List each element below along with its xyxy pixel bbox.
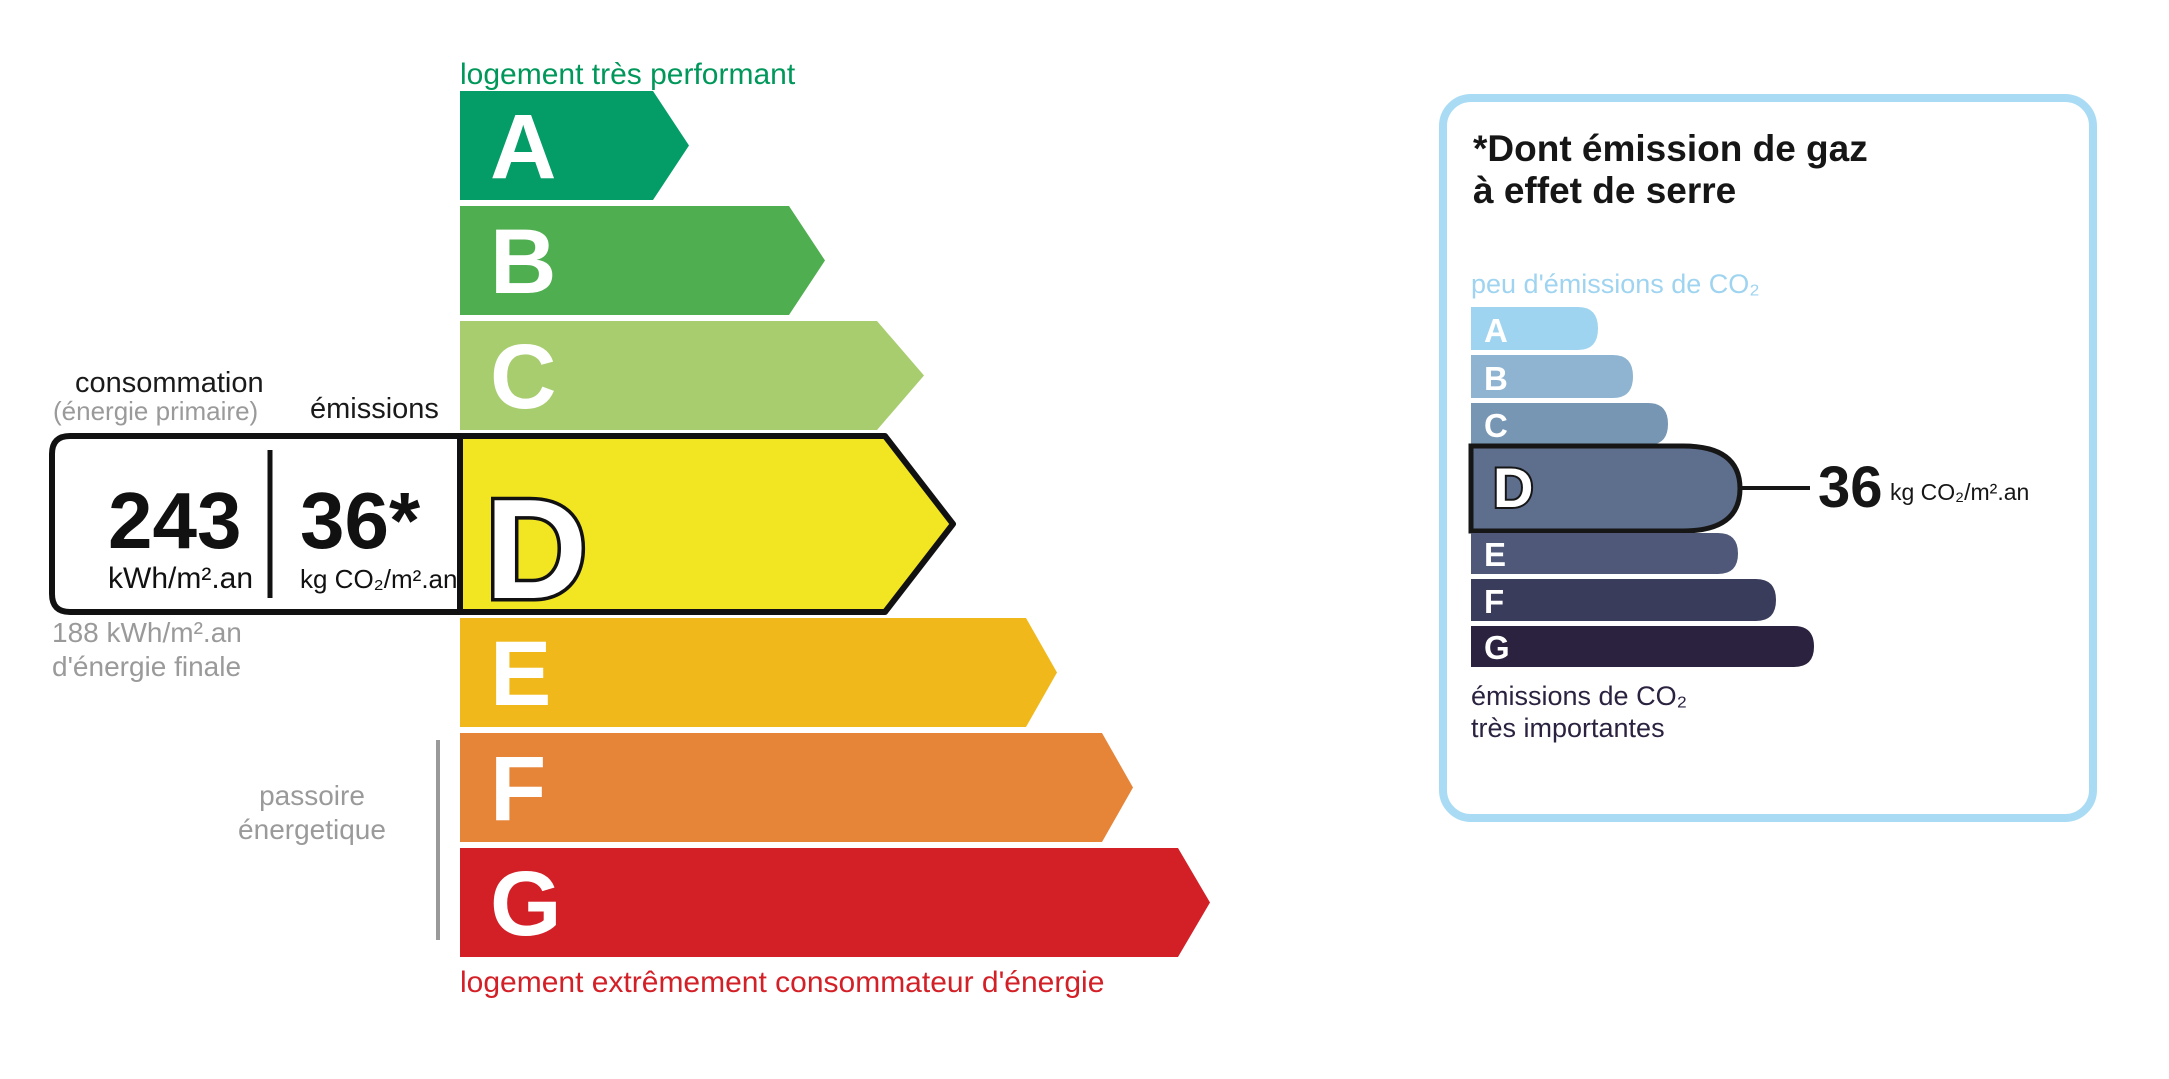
svg-text:F: F: [1484, 583, 1504, 620]
svg-text:188 kWh/m².an: 188 kWh/m².an: [52, 617, 242, 648]
svg-text:36: 36: [1818, 455, 1883, 520]
svg-text:*Dont émission de gaz: *Dont émission de gaz: [1473, 128, 1868, 169]
svg-text:consommation: consommation: [75, 367, 264, 399]
svg-text:D: D: [1493, 456, 1533, 519]
svg-text:kWh/m².an: kWh/m².an: [108, 562, 253, 595]
svg-text:énergetique: énergetique: [238, 814, 386, 845]
svg-text:B: B: [1484, 360, 1508, 397]
svg-text:très importantes: très importantes: [1471, 713, 1665, 743]
svg-text:(énergie primaire): (énergie primaire): [53, 396, 258, 426]
svg-text:passoire: passoire: [259, 780, 365, 811]
svg-text:A: A: [1484, 312, 1508, 349]
svg-text:C: C: [1484, 407, 1508, 444]
svg-text:C: C: [490, 326, 556, 428]
svg-text:B: B: [490, 211, 556, 313]
svg-text:émissions de CO₂: émissions de CO₂: [1471, 681, 1687, 711]
svg-text:D: D: [485, 470, 588, 629]
svg-text:E: E: [490, 623, 551, 725]
svg-text:243: 243: [108, 476, 241, 565]
svg-text:F: F: [490, 738, 546, 840]
svg-text:G: G: [490, 853, 562, 955]
svg-text:logement très performant: logement très performant: [460, 58, 796, 91]
svg-text:kg CO₂/m².an: kg CO₂/m².an: [1890, 479, 2029, 505]
svg-text:A: A: [490, 96, 556, 198]
svg-text:émissions: émissions: [310, 393, 439, 425]
svg-text:E: E: [1484, 536, 1506, 573]
svg-text:peu d'émissions de CO₂: peu d'émissions de CO₂: [1471, 269, 1760, 299]
svg-text:logement extrêmement consommat: logement extrêmement consommateur d'éner…: [460, 966, 1104, 999]
svg-text:à effet de serre: à effet de serre: [1473, 170, 1736, 211]
svg-text:36*: 36*: [300, 476, 421, 565]
svg-text:kg CO₂/m².an: kg CO₂/m².an: [300, 564, 457, 594]
svg-text:G: G: [1484, 629, 1510, 666]
svg-text:d'énergie finale: d'énergie finale: [52, 651, 241, 682]
